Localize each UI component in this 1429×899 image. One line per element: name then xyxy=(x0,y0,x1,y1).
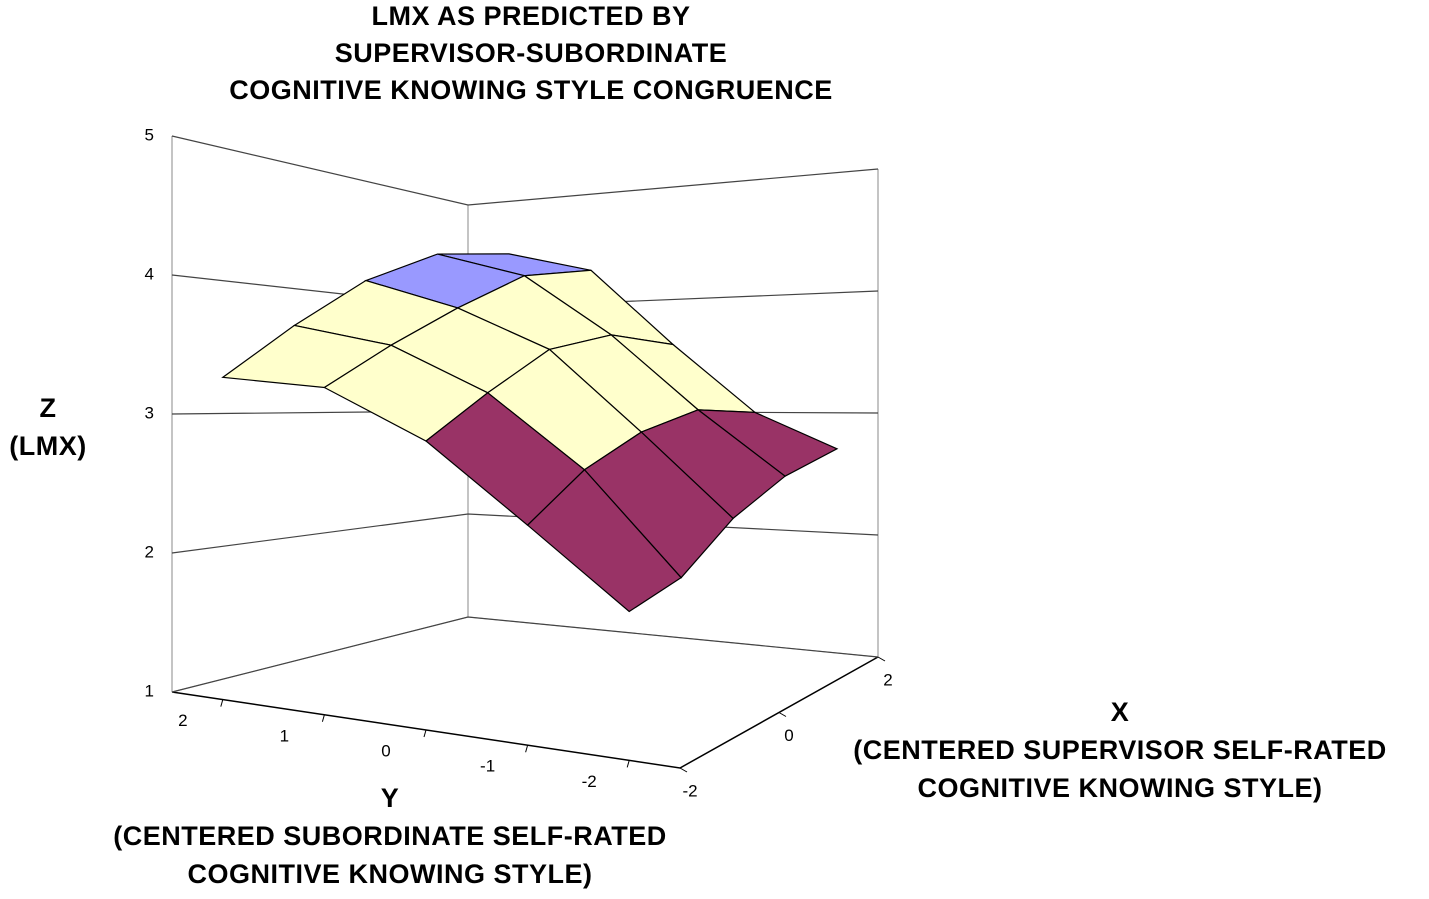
z-tick-label: 5 xyxy=(145,125,154,144)
y-tick xyxy=(220,699,224,707)
z-tick-label: 2 xyxy=(145,542,154,561)
grid-line xyxy=(171,513,879,554)
y-tick-label: 2 xyxy=(178,711,187,730)
x-tick-label: 2 xyxy=(883,670,892,689)
x-tick-label: -2 xyxy=(682,781,697,800)
x-tick xyxy=(679,767,688,773)
grid-line xyxy=(171,616,879,693)
y-axis-label: (CENTERED SUBORDINATE SELF-RATED xyxy=(113,821,667,851)
y-axis-label: Y xyxy=(381,783,400,813)
title-line: COGNITIVE KNOWING STYLE CONGRUENCE xyxy=(229,75,833,105)
floor-back-edge xyxy=(171,616,879,693)
title-line: LMX AS PREDICTED BY xyxy=(371,1,690,31)
z-axis-label: Z xyxy=(40,393,57,423)
title-line: SUPERVISOR-SUBORDINATE xyxy=(335,38,728,68)
z-tick-label: 1 xyxy=(145,681,154,700)
x-tick xyxy=(877,656,886,662)
y-axis-label: COGNITIVE KNOWING STYLE) xyxy=(187,859,592,889)
y-tick xyxy=(626,760,630,768)
y-tick-label: -2 xyxy=(582,772,597,791)
z-axis-label: (LMX) xyxy=(9,431,86,461)
z-tick-label: 3 xyxy=(145,403,154,422)
floor-edge xyxy=(171,656,879,769)
y-tick xyxy=(423,729,427,738)
y-tick-label: 0 xyxy=(381,741,390,760)
x-axis-label: X xyxy=(1111,697,1130,727)
title: LMX AS PREDICTED BY SUPERVISOR-SUBORDINA… xyxy=(229,1,833,105)
x-axis-label: (CENTERED SUPERVISOR SELF-RATED xyxy=(853,735,1387,765)
grid-line xyxy=(171,135,879,206)
y-tick xyxy=(525,745,529,753)
y-tick xyxy=(321,714,325,722)
z-tick-label: 4 xyxy=(145,264,154,283)
x-axis-label: COGNITIVE KNOWING STYLE) xyxy=(917,773,1322,803)
surface-cell xyxy=(526,468,683,613)
y-tick-label: 1 xyxy=(280,726,289,745)
x-tick-label: 0 xyxy=(784,726,793,745)
x-tick xyxy=(778,712,787,717)
y-tick-label: -1 xyxy=(480,757,495,776)
